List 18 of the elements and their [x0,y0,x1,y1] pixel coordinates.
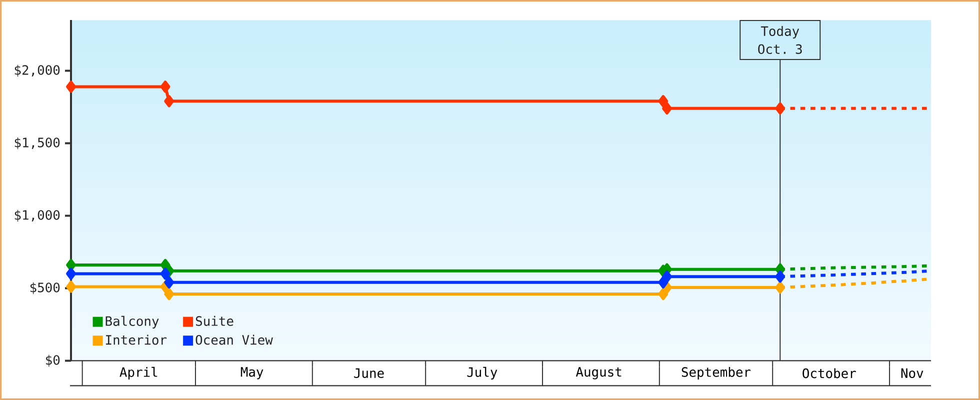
legend-label: Balcony [106,316,159,328]
legend-label: Suite [196,316,234,326]
ref-line-label: Today Oct. 3 [758,26,802,54]
legend-label: Interior [106,334,167,345]
x-tick-label: May [240,367,264,380]
y-tick-label: $1,500 [14,137,60,150]
x-tick-label: April [120,366,158,380]
y-tick-label: $1,000 [14,210,60,222]
x-tick-label: August [576,367,622,380]
y-tick-label: $500 [30,282,60,294]
x-tick-label: Nov [901,368,924,378]
x-tick-label: October [802,368,856,378]
x-tick-label: September [682,366,751,380]
legend-label: Ocean View [196,334,273,345]
y-tick-label: $2,000 [14,64,60,77]
x-tick-label: July [467,366,498,380]
y-tick-label: $0 [46,354,60,367]
x-tick-label: June [354,368,384,378]
